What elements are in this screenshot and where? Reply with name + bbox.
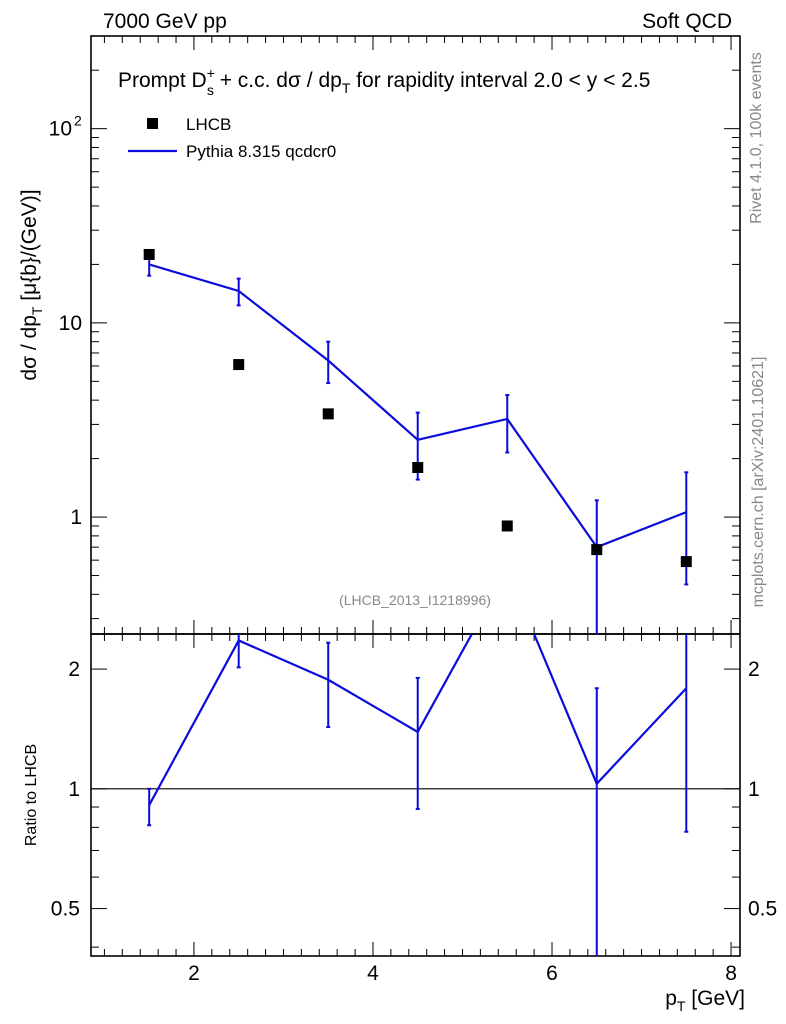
data-point xyxy=(591,544,603,556)
ratio-y-tick-label: 1 xyxy=(748,778,760,801)
ratio-series xyxy=(147,634,689,956)
header-right: Soft QCD xyxy=(642,10,732,33)
data-point xyxy=(143,248,155,260)
y-tick-label: 10 xyxy=(59,312,82,335)
mcplots-label: mcplots.cern.ch [arXiv:2401.10621] xyxy=(750,357,767,608)
y-axis-label: dσ / dpT [μ{b}/(GeV)] xyxy=(18,189,45,380)
x-tick-label: 4 xyxy=(367,962,379,985)
x-axis-label: pT [GeV] xyxy=(665,987,745,1014)
mc-line xyxy=(148,263,687,549)
data-point xyxy=(233,359,245,371)
ratio-panel-frame xyxy=(90,633,741,957)
marks xyxy=(91,248,740,956)
ratio-y-tick-label: 0.5 xyxy=(51,898,80,921)
legend-mc-label: Pythia 8.315 qcdcr0 xyxy=(186,142,336,161)
header-left: 7000 GeV pp xyxy=(103,10,227,33)
y-tick-label: 1 xyxy=(70,506,82,529)
y-tick-label-exponent: 2 xyxy=(74,113,82,129)
analysis-id: (LHCB_2013_I1218996) xyxy=(339,592,491,608)
chart-title: Prompt D+ s + c.c. dσ / dpT for rapidity … xyxy=(118,65,650,98)
ratio-y-axis-label: Ratio to LHCB xyxy=(23,744,40,846)
x-tick-label: 8 xyxy=(725,962,737,985)
legend-data-marker xyxy=(147,118,158,129)
x-tick-label: 2 xyxy=(188,962,200,985)
data-point xyxy=(501,520,513,532)
y-tick-label: 10 xyxy=(49,118,72,141)
ratio-y-tick-label: 1 xyxy=(68,778,80,801)
data-point xyxy=(322,408,334,420)
ratio-y-tick-label: 2 xyxy=(748,658,760,681)
data-point xyxy=(412,461,424,473)
rivet-label: Rivet 4.1.0, 100k events xyxy=(748,52,765,224)
ratio-y-tick-label: 2 xyxy=(68,658,80,681)
ratio-y-tick-label: 0.5 xyxy=(748,898,777,921)
x-tick-label: 6 xyxy=(546,962,558,985)
data-point xyxy=(680,556,692,568)
legend-data-label: LHCB xyxy=(186,115,231,134)
